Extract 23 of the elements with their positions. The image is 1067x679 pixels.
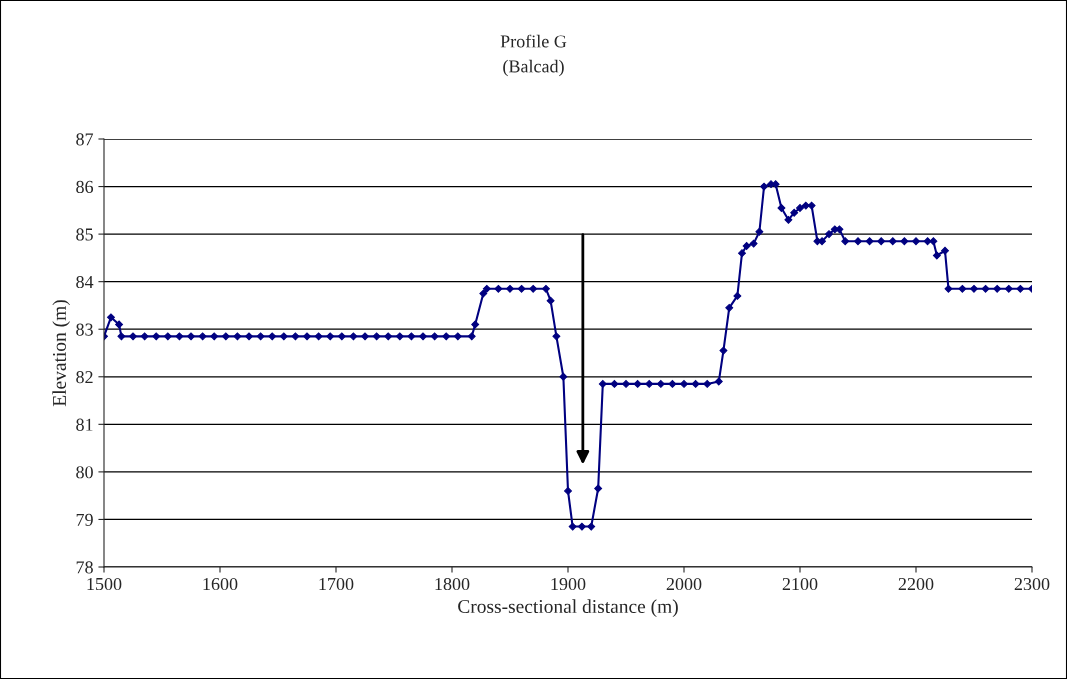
y-tick-label: 81 <box>76 418 93 431</box>
x-tick-label: 2000 <box>666 577 702 591</box>
x-tick-label: 2200 <box>898 577 934 591</box>
y-tick-label: 80 <box>76 466 93 479</box>
y-tick-label: 79 <box>76 513 93 526</box>
y-tick-label: 83 <box>76 323 93 336</box>
x-tick-label: 1900 <box>551 577 586 591</box>
y-tick-label: 85 <box>76 228 93 241</box>
y-tick-label: 86 <box>76 180 94 193</box>
x-tick-label: 1500 <box>87 577 122 591</box>
y-tick-label: 82 <box>76 371 93 384</box>
y-axis-title: Elevation (m) <box>52 300 70 407</box>
x-tick-label: 2300 <box>1014 577 1050 591</box>
chart-subtitle: (Balcad) <box>503 59 564 77</box>
y-tick-label: 87 <box>76 133 94 146</box>
y-tick-label: 84 <box>76 275 94 289</box>
x-tick-label: 1800 <box>435 577 470 591</box>
y-tick-label: 78 <box>76 561 93 574</box>
x-tick-label: 2100 <box>782 577 818 591</box>
x-tick-label: 1600 <box>203 577 238 591</box>
x-tick-label: 1700 <box>319 577 354 591</box>
chart-title: Profile G <box>500 34 567 48</box>
x-axis-title: Cross-sectional distance (m) <box>458 599 678 617</box>
